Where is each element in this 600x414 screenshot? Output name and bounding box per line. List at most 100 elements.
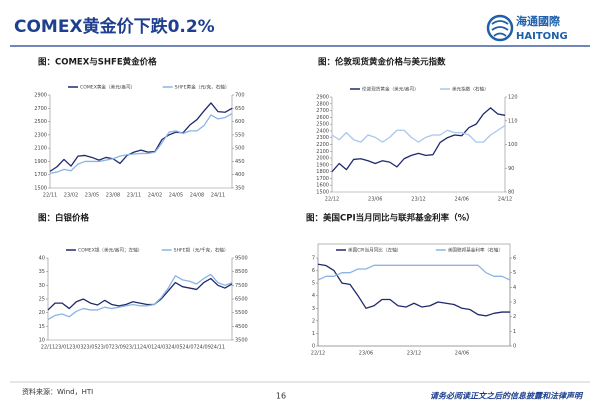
y2-tick-label: 100 [508, 142, 518, 148]
y-tick-label: 2500 [316, 122, 329, 128]
x-tick-label: 24/06 [455, 197, 469, 203]
y-tick-label: 2700 [34, 106, 47, 112]
y2-tick-label: 400 [235, 172, 245, 178]
legend-label: 美国联邦基金利率（右轴） [448, 247, 503, 254]
y-tick-label: 1900 [316, 162, 329, 168]
y-tick-label: 1700 [34, 172, 47, 178]
y-tick-label: 2 [312, 318, 315, 324]
series-line [49, 102, 233, 172]
plot-frame [317, 243, 511, 347]
y-tick-label: 25 [39, 297, 45, 303]
x-tick-label: 24/01 [140, 345, 154, 351]
x-tick-label: 24/12 [498, 197, 512, 203]
chart: 图：白银价格 10 15 20 25 30 35 40 3500 4500 5500 6500 7500… [38, 213, 248, 351]
x-tick-label: 24/11 [211, 193, 225, 199]
y2-tick-label: 6500 [235, 297, 248, 303]
y-tick-label: 30 [39, 283, 45, 289]
y2-tick-label: 90 [508, 166, 514, 172]
y-tick-label: 1900 [34, 159, 47, 165]
y2-tick-label: 8500 [235, 269, 248, 275]
x-tick-label: 24/08 [190, 193, 204, 199]
y2-tick-label: 120 [508, 95, 518, 101]
x-tick-label: 23/05 [83, 345, 97, 351]
logo: 海通國際 HAITONG [486, 14, 568, 42]
y-tick-label: 0 [312, 344, 315, 350]
y2-tick-label: 700 [235, 93, 245, 99]
y2-tick-label: 1 [513, 329, 516, 335]
chart: 图：COMEX与SHFE黄金价格 1500 1700 1900 2100 2300 2500… [34, 57, 244, 199]
y2-tick-label: 80 [508, 190, 514, 196]
x-tick-label: 23/06 [359, 351, 373, 357]
logo-icon-waves [491, 20, 509, 37]
legend-label: 美国CPI当月同比（左轴） [348, 247, 401, 254]
y2-tick-label: 9500 [235, 256, 248, 262]
y-tick-label: 1700 [316, 176, 329, 182]
y2-tick-label: 110 [508, 118, 518, 124]
y-tick-label: 1600 [316, 183, 329, 189]
y-tick-label: 2800 [316, 101, 329, 107]
series-line [331, 124, 506, 143]
x-tick-label: 24/06 [455, 351, 469, 357]
y2-tick-label: 650 [235, 106, 245, 112]
y2-tick-label: 5500 [235, 310, 248, 316]
y-tick-label: 2200 [316, 142, 329, 148]
y-tick-label: 2300 [34, 132, 47, 138]
source-note: 资料来源：Wind，HTI [22, 387, 93, 396]
y-tick-label: 15 [39, 324, 45, 330]
y-tick-label: 6 [312, 268, 315, 274]
chart-title: 图：COMEX与SHFE黄金价格 [38, 57, 157, 68]
chart-title: 图：伦敦现货黄金价格与美元指数 [318, 57, 446, 68]
y-tick-label: 2500 [34, 119, 47, 125]
y-tick-label: 2400 [316, 128, 329, 134]
y-tick-label: 7 [312, 256, 315, 262]
y-tick-label: 1500 [34, 186, 47, 192]
chart-title: 图：美国CPI当月同比与联邦基金利率（%） [306, 213, 475, 224]
slide-title: COMEX黄金价下跌0.2% [14, 16, 215, 37]
legend-label: COMEX银（美元/盎司；左轴） [78, 247, 142, 254]
y2-tick-label: 350 [235, 186, 245, 192]
x-tick-label: 24/07 [182, 345, 196, 351]
y-tick-label: 2700 [316, 108, 329, 114]
page-number: 16 [276, 392, 286, 401]
x-tick-label: 23/01 [55, 345, 69, 351]
x-tick-label: 23/05 [85, 193, 99, 199]
x-tick-label: 23/07 [97, 345, 111, 351]
x-tick-label: 23/12 [407, 351, 421, 357]
y2-tick-label: 3 [513, 300, 516, 306]
y-tick-label: 2100 [316, 149, 329, 155]
legend-label: SHFE黄金（元/克，右轴） [175, 84, 230, 91]
x-tick-label: 23/12 [411, 197, 425, 203]
series-line [49, 113, 233, 175]
y-tick-label: 2100 [34, 146, 47, 152]
y2-tick-label: 500 [235, 146, 245, 152]
x-tick-label: 22/11 [41, 345, 55, 351]
chart: 图：美国CPI当月同比与联邦基金利率（%） 0 1 2 3 4 5 6 7 0 1 2 3 4 5 6 22/1… [306, 213, 516, 357]
y2-tick-label: 7500 [235, 283, 248, 289]
x-tick-label: 24/09 [196, 345, 210, 351]
x-tick-label: 24/02 [148, 193, 162, 199]
logo-cn: 海通國際 [516, 14, 561, 28]
x-tick-label: 22/12 [325, 197, 339, 203]
y2-tick-label: 4500 [235, 324, 248, 330]
legend-label: SHFE银（元/千克，右轴） [174, 247, 229, 254]
y2-tick-label: 3500 [235, 338, 248, 344]
y-tick-label: 2900 [34, 93, 47, 99]
legend-label: 伦敦现货黄金（美元/盎司） [362, 86, 419, 93]
x-tick-label: 23/11 [127, 193, 141, 199]
x-tick-label: 22/11 [43, 193, 57, 199]
y-tick-label: 40 [39, 256, 45, 262]
series-line [331, 107, 506, 173]
logo-en: HAITONG [516, 31, 568, 42]
y2-tick-label: 450 [235, 159, 245, 165]
y2-tick-label: 0 [513, 344, 516, 350]
y-tick-label: 20 [39, 310, 45, 316]
disclaimer: 请务必阅读正文之后的信息披露和法律声明 [430, 392, 584, 401]
y-tick-label: 2000 [316, 156, 329, 162]
y2-tick-label: 5 [513, 270, 516, 276]
x-tick-label: 23/09 [112, 345, 126, 351]
series-line [47, 273, 233, 321]
y2-tick-label: 550 [235, 132, 245, 138]
y-tick-label: 4 [312, 293, 315, 299]
y-tick-label: 5 [312, 281, 315, 287]
